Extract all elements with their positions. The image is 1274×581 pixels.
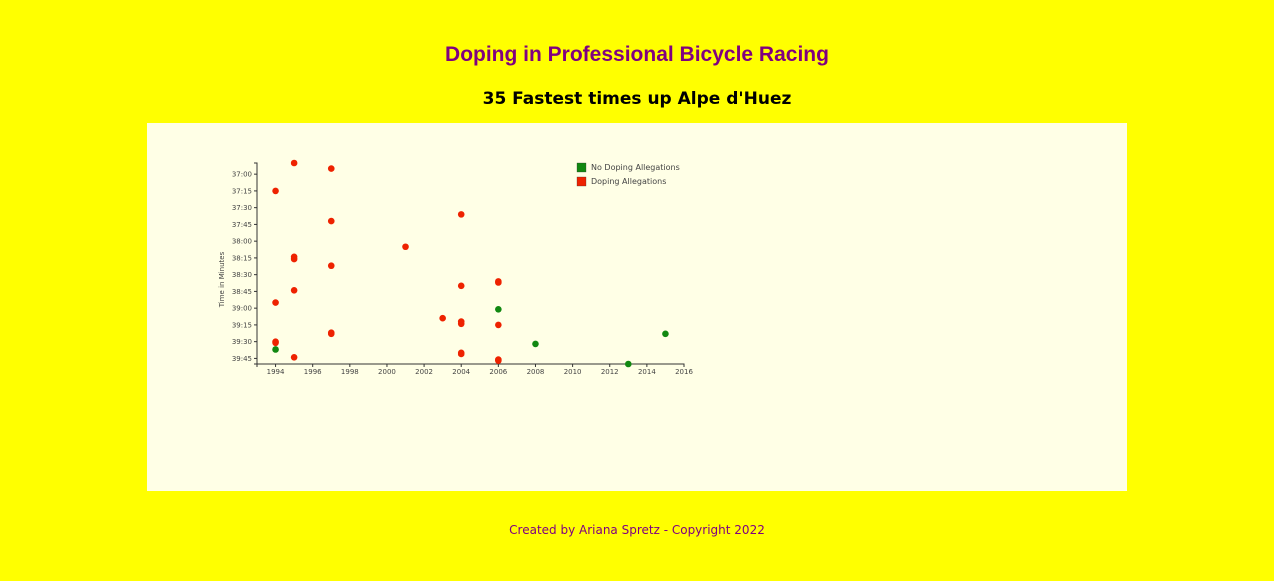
data-point-doping[interactable] [495,321,502,329]
data-point-doping[interactable] [272,299,279,306]
data-point-doping[interactable] [327,165,335,172]
data-point-doping[interactable] [272,187,279,195]
data-point-doping[interactable] [457,350,465,358]
data-point-no-doping[interactable] [495,305,502,313]
y-tick-label: 37:45 [232,221,252,229]
x-axis: 1994 1996 1998 2000 2002 2004 2006 2008 2010 2012… [256,363,693,376]
chart-panel: 1994 1996 1998 2000 2002 2004 2006 2008 2010 2012… [147,123,1127,491]
data-point-doping[interactable] [327,330,335,338]
legend-swatch [576,176,587,187]
legend-label: Doping Allegations [591,177,666,186]
data-point-doping[interactable] [272,339,279,347]
data-point-doping[interactable] [495,357,502,364]
x-axis-line [256,363,685,367]
data-point-no-doping[interactable] [272,346,279,353]
data-point-doping[interactable] [290,354,298,361]
x-tick-label: 2016 [675,368,693,376]
y-tick-label: 38:30 [232,271,252,279]
x-tick-label: 2002 [415,368,433,376]
data-point-no-doping[interactable] [662,330,669,338]
x-tick-label: 1998 [341,368,359,376]
data-points [272,159,669,368]
data-point-doping[interactable] [457,282,465,290]
page-title: Doping in Professional Bicycle Racing [445,43,829,66]
x-tick-label: 2006 [489,368,507,376]
y-axis: 37:00 37:15 37:30 37:45 38:00 38:15 38:30 38:45… [232,162,258,365]
x-tick-label: 1996 [304,368,322,376]
y-tick-label: 38:15 [232,254,252,262]
data-point-doping[interactable] [290,159,298,167]
y-tick-label: 37:30 [232,204,252,212]
chart-subtitle: 35 Fastest times up Alpe d'Huez [482,89,792,109]
x-tick-label: 2000 [378,368,396,376]
x-tick-label: 2008 [527,368,545,376]
y-tick-label: 37:00 [232,171,252,179]
y-axis-line [254,162,258,365]
data-point-doping[interactable] [457,320,465,328]
data-point-doping[interactable] [402,243,409,251]
data-point-doping[interactable] [327,262,335,270]
legend-label: No Doping Allegations [591,163,680,172]
y-tick-label: 39:30 [232,338,252,346]
x-tick-label: 2004 [452,368,470,376]
legend: No Doping Allegations Doping Allegations [576,162,680,187]
data-point-doping[interactable] [290,255,298,263]
data-point-doping[interactable] [439,314,446,322]
data-point-doping[interactable] [290,287,298,294]
data-point-doping[interactable] [327,217,335,225]
data-point-doping[interactable] [495,279,502,286]
data-point-no-doping[interactable] [625,360,632,368]
y-tick-label: 37:15 [232,187,252,195]
x-tick-label: 1994 [267,368,285,376]
y-tick-label: 38:00 [232,238,252,246]
y-axis-label: Time in Minutes [218,251,226,308]
x-tick-label: 2014 [638,368,656,376]
y-tick-label: 39:15 [232,321,252,329]
x-tick-label: 2012 [601,368,619,376]
data-point-no-doping[interactable] [532,340,539,348]
scatter-chart: 1994 1996 1998 2000 2002 2004 2006 2008 2010 2012… [218,159,693,376]
data-point-doping[interactable] [457,211,465,218]
y-tick-label: 39:45 [232,355,252,363]
x-tick-label: 2010 [564,368,582,376]
y-tick-label: 38:45 [232,288,252,296]
footer-credit: Created by Ariana Spretz - Copyright 202… [509,523,765,537]
legend-swatch [576,162,587,173]
y-tick-label: 39:00 [232,305,252,313]
